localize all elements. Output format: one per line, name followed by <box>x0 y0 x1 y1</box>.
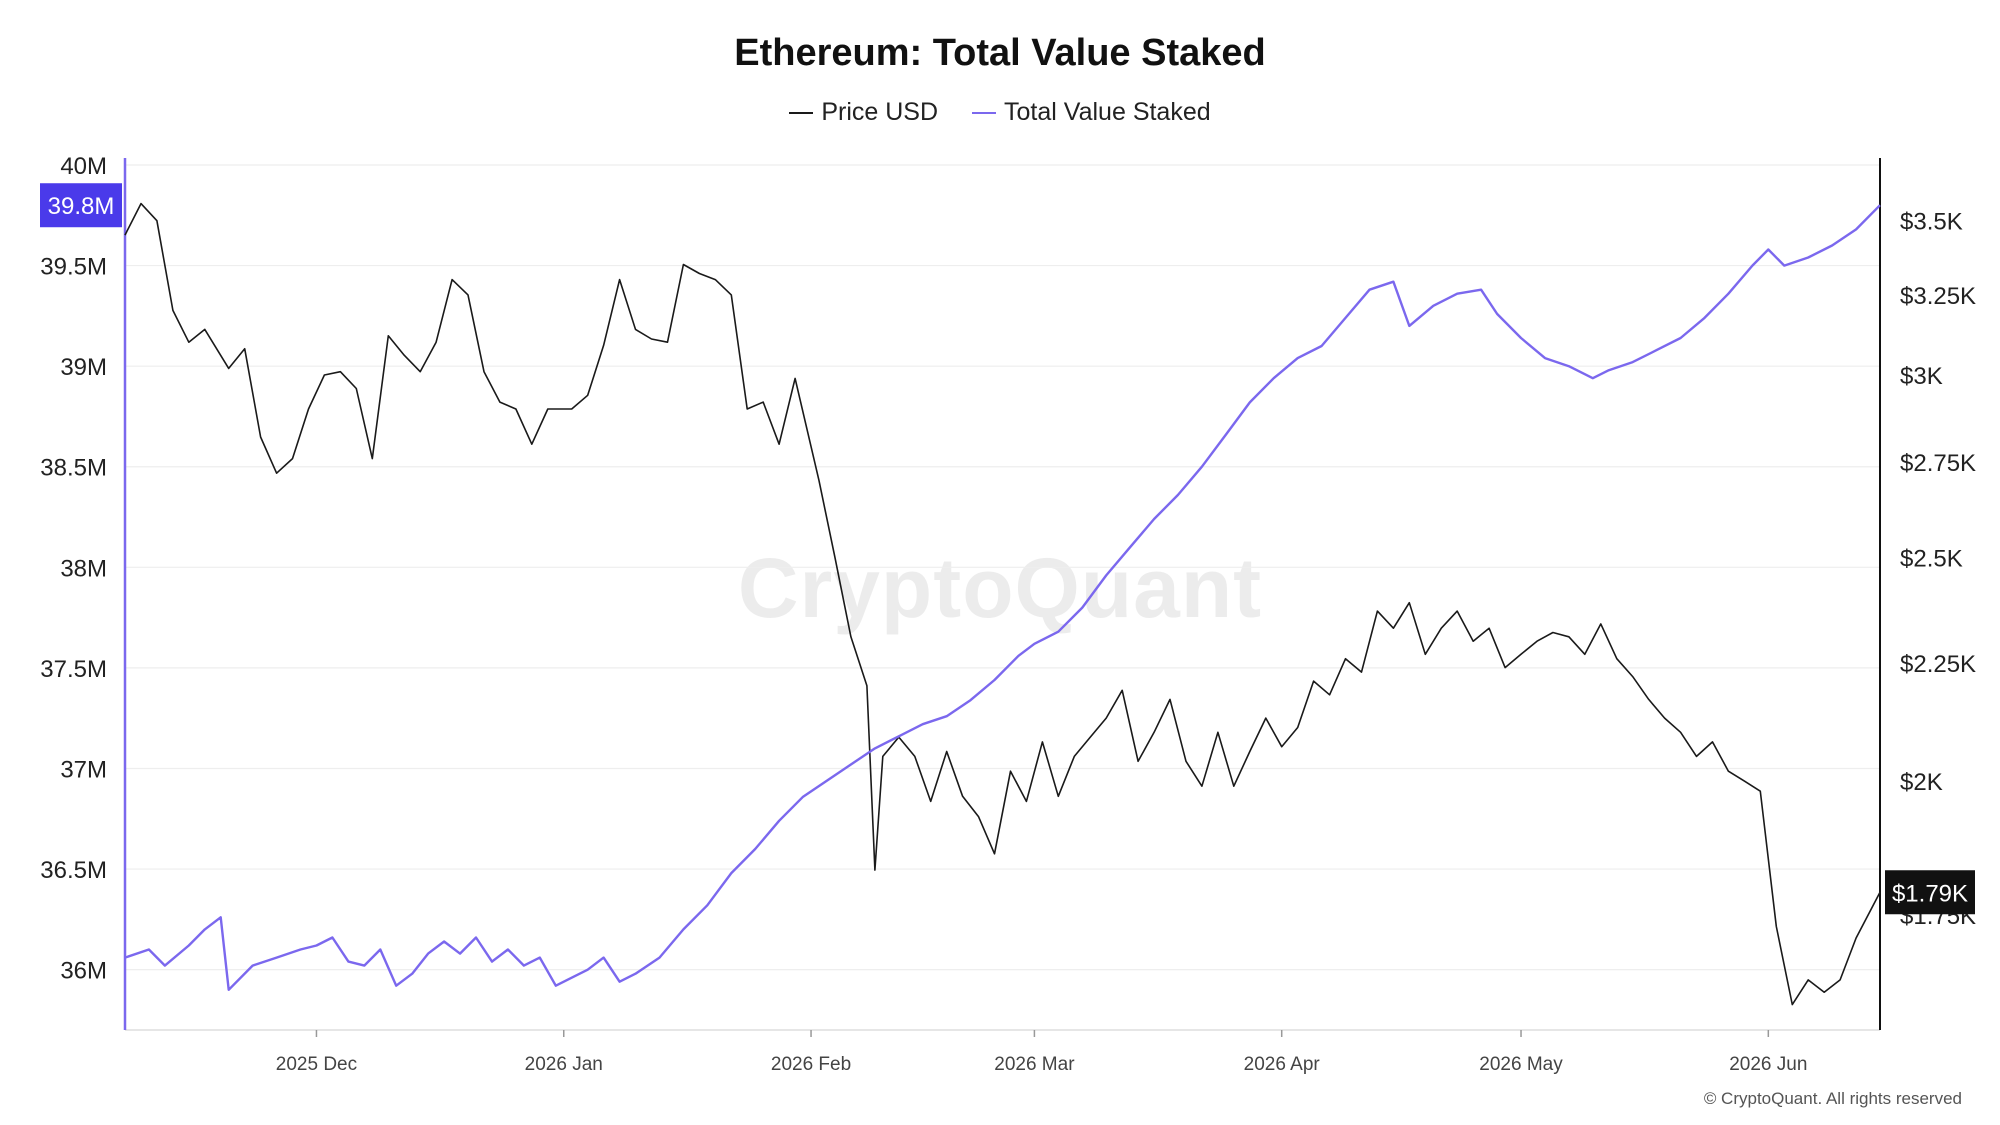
left-tick-label: 38.5M <box>40 455 107 482</box>
left-tick-label: 36.5M <box>40 857 107 884</box>
value-badges: 39.8M $1.79K <box>40 183 1975 915</box>
right-tick-label: $3.5K <box>1900 209 1963 236</box>
right-tick-label: $3K <box>1900 363 1943 390</box>
legend-label-staked: Total Value Staked <box>1004 98 1211 126</box>
x-tick-label: 2026 Mar <box>994 1054 1075 1075</box>
x-tick-label: 2026 Jan <box>525 1054 603 1075</box>
series-lines <box>124 202 1881 1006</box>
gridlines <box>125 164 1880 971</box>
left-tick-label: 37.5M <box>40 656 107 683</box>
chart-title: Ethereum: Total Value Staked <box>734 32 1266 74</box>
left-tick-label: 37M <box>60 756 107 783</box>
x-tick-label: 2026 Apr <box>1244 1054 1321 1075</box>
left-tick-label: 39M <box>60 354 107 381</box>
x-tick-label: 2026 Feb <box>771 1054 851 1075</box>
right-current-value: $1.79K <box>1892 880 1968 907</box>
left-tick-label: 36M <box>60 958 107 985</box>
right-tick-label: $2.25K <box>1900 651 1976 678</box>
legend: Price USD Total Value Staked <box>0 98 2000 127</box>
right-current-badge <box>1885 870 1975 915</box>
right-y-axis: $1.75K$2K$2.25K$2.5K$2.75K$3K$3.25K$3.5K <box>1879 158 1976 1030</box>
legend-item-staked[interactable]: Total Value Staked <box>972 98 1211 127</box>
right-tick-label: $2.5K <box>1900 546 1963 573</box>
legend-label-price: Price USD <box>821 98 939 126</box>
left-y-axis: 36M 36.5M 37M 37.5M 38M 38.5M 39M 39.5M 40M <box>40 153 127 1030</box>
legend-swatch-price <box>789 111 814 114</box>
legend-item-price[interactable]: Price USD <box>789 98 938 127</box>
legend-swatch-staked <box>972 111 997 114</box>
left-current-badge <box>40 183 122 228</box>
price-usd-line <box>124 202 1881 1006</box>
x-tick-label: 2026 Jun <box>1729 1054 1807 1075</box>
right-tick-label: $3.25K <box>1900 283 1976 310</box>
x-tick-label: 2026 May <box>1479 1054 1563 1075</box>
left-current-value: 39.8M <box>48 193 115 220</box>
x-axis: 2025 Dec 2026 Jan 2026 Feb 2026 Mar 2026 Apr… <box>125 1029 1880 1075</box>
left-tick-label: 40M <box>60 153 107 180</box>
watermark: CryptoQuant <box>737 541 1263 635</box>
right-tick-label: $2K <box>1900 769 1943 796</box>
right-tick-label: $2.75K <box>1900 450 1976 477</box>
left-tick-label: 38M <box>60 555 107 582</box>
x-tick-label: 2025 Dec <box>276 1054 357 1075</box>
copyright-notice: © CryptoQuant. All rights reserved <box>1703 1089 1962 1108</box>
left-tick-label: 39.5M <box>40 254 107 281</box>
total-value-staked-line <box>124 204 1881 991</box>
